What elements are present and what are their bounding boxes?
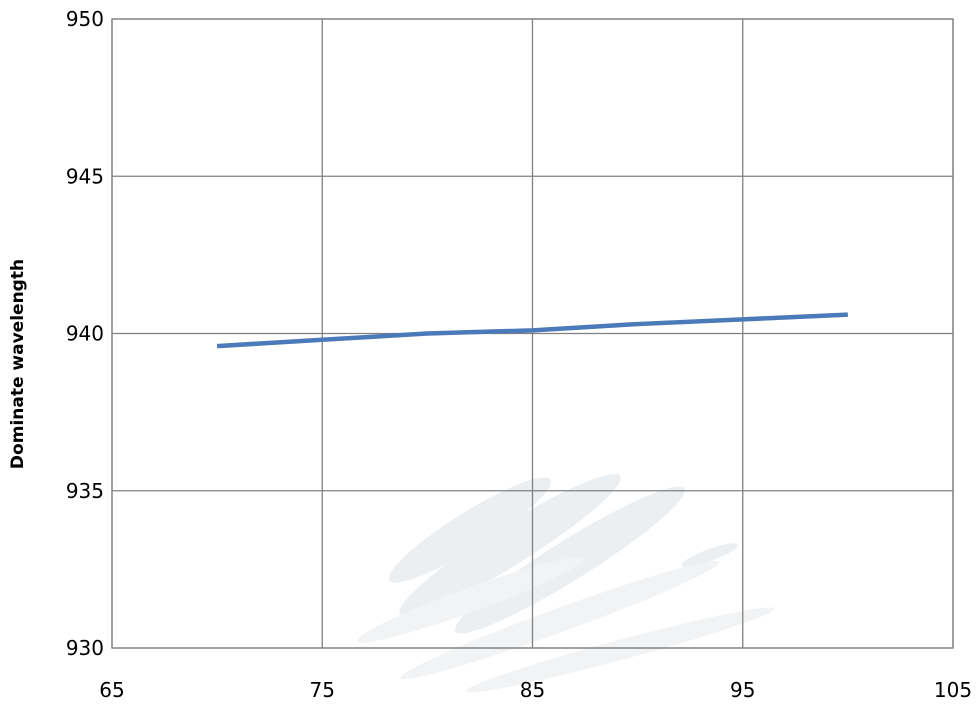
- series-layer: [216, 312, 848, 349]
- y-axis-ticks: 930 935 940 945 950: [66, 7, 104, 660]
- x-tick-label: 75: [310, 678, 335, 702]
- plot-border: [111, 18, 954, 649]
- x-axis-ticks: 65 75 85 95 105: [99, 678, 972, 702]
- plot-area-frame: [111, 18, 954, 649]
- y-tick-label: 940: [66, 322, 104, 346]
- y-tick-label: 935: [66, 479, 104, 503]
- y-tick-label: 950: [66, 7, 104, 31]
- x-tick-label: 85: [520, 678, 545, 702]
- x-tick-label: 105: [934, 678, 972, 702]
- y-axis-label: Dominate wavelength: [8, 259, 28, 469]
- x-tick-label: 95: [730, 678, 755, 702]
- grid-lines: [111, 18, 954, 649]
- watermark-logo: [357, 474, 775, 693]
- x-tick-label: 65: [99, 678, 124, 702]
- y-tick-label: 945: [66, 164, 104, 188]
- y-tick-label: 930: [66, 636, 104, 660]
